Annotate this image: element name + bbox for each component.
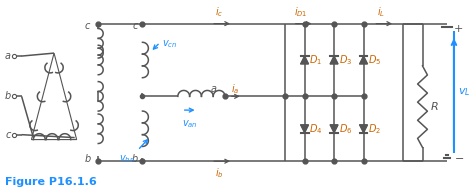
Text: $D_3$: $D_3$: [339, 53, 352, 67]
Polygon shape: [330, 125, 338, 133]
Text: $D_1$: $D_1$: [309, 53, 322, 67]
Text: $D_5$: $D_5$: [368, 53, 382, 67]
Text: b: b: [131, 154, 138, 164]
Text: $D_4$: $D_4$: [309, 122, 323, 136]
Text: $i_{D1}$: $i_{D1}$: [294, 5, 307, 19]
Text: a: a: [210, 84, 216, 95]
Text: R: R: [431, 102, 438, 112]
Polygon shape: [301, 125, 308, 133]
Text: +: +: [454, 23, 463, 34]
Text: c: c: [132, 21, 138, 31]
Text: $i_b$: $i_b$: [215, 166, 223, 180]
Text: $D_2$: $D_2$: [368, 122, 381, 136]
Polygon shape: [301, 56, 308, 64]
Text: $D_6$: $D_6$: [339, 122, 352, 136]
Text: $-$: $-$: [454, 152, 464, 162]
Text: c: c: [5, 130, 10, 140]
Text: $v_{cn}$: $v_{cn}$: [162, 38, 178, 50]
Text: $i_c$: $i_c$: [215, 5, 223, 19]
Text: c: c: [85, 21, 90, 31]
Text: b: b: [5, 91, 11, 101]
Text: $v_L$: $v_L$: [458, 87, 470, 98]
Polygon shape: [330, 56, 338, 64]
Polygon shape: [360, 56, 368, 64]
Text: $i_a$: $i_a$: [231, 83, 239, 96]
Text: $v_{bn}$: $v_{bn}$: [119, 153, 134, 165]
Text: Figure P16.1.6: Figure P16.1.6: [5, 177, 97, 187]
Text: $v_{an}$: $v_{an}$: [182, 118, 197, 130]
Text: a: a: [5, 51, 11, 61]
Text: $i_L$: $i_L$: [377, 5, 385, 19]
Text: b: b: [84, 154, 90, 164]
Polygon shape: [360, 125, 368, 133]
